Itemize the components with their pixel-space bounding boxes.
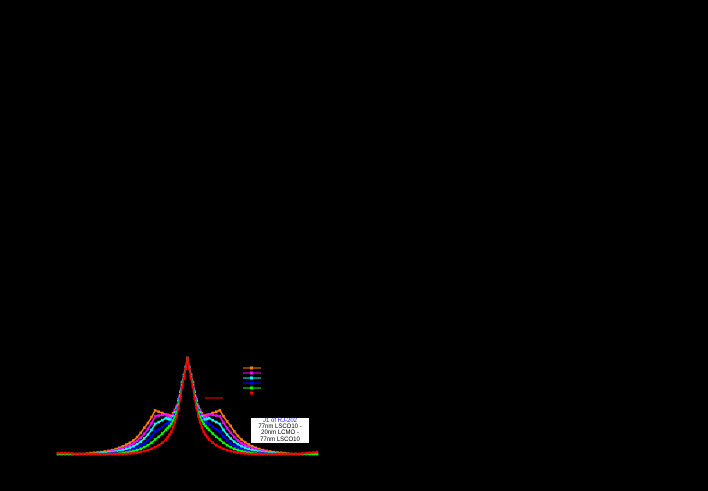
legend-entry-3 — [243, 381, 261, 385]
legend-entry-0 — [243, 366, 261, 370]
chart-series — [56, 356, 319, 456]
annotation-line-1: J1 of RJ-202 — [262, 418, 298, 424]
annotation-line-3: 20nm LCMO - — [261, 430, 299, 437]
series-5 — [56, 356, 319, 456]
legend-entry-5 — [250, 391, 253, 395]
legend-entry-2 — [243, 376, 261, 380]
legend-entry-1 — [243, 371, 261, 375]
sample-annotation-box: J1 of RJ-202 77nm LSCO10 - 20nm LCMO - 7… — [250, 417, 310, 444]
annotation-line-4: 77nm LSCO10 — [260, 436, 300, 443]
annotation-line-2: 77nm LSCO10 - — [258, 424, 302, 431]
chart-legend — [243, 366, 261, 395]
legend-entry-4 — [243, 386, 261, 390]
